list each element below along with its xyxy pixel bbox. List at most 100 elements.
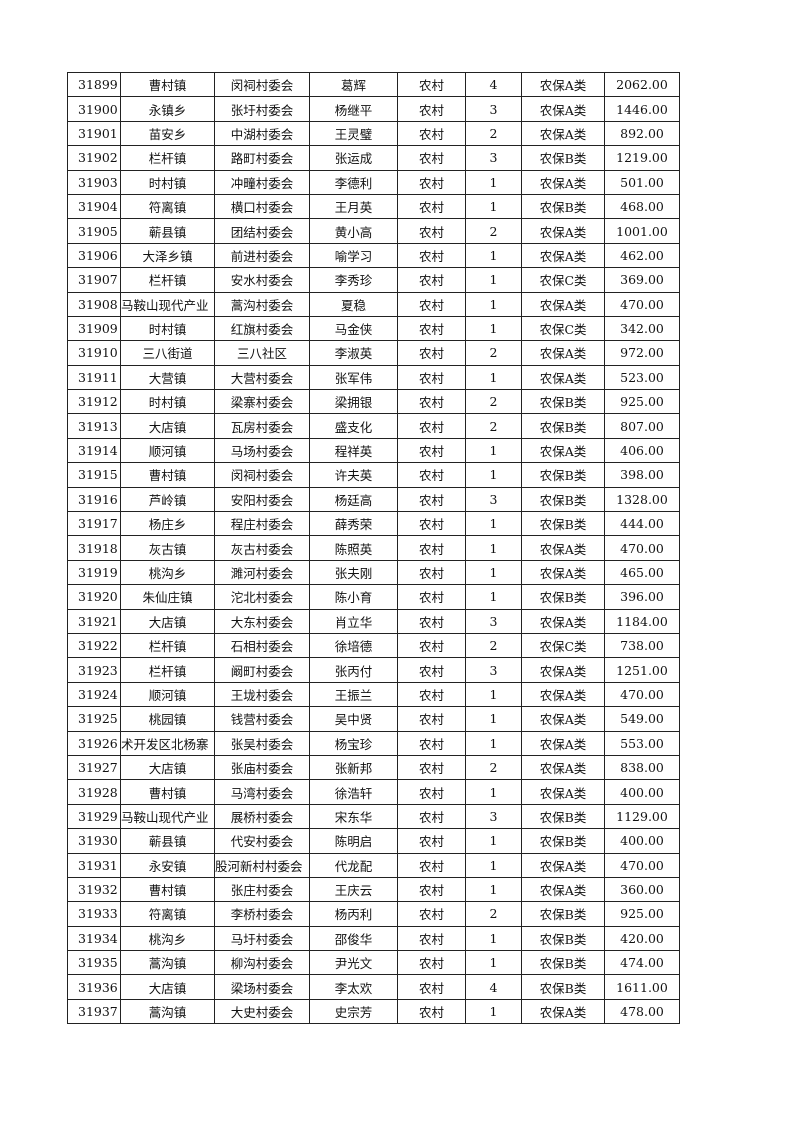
- cell-insurance-category: 农保A类: [521, 364, 605, 391]
- table-row: 31924 顺河镇 王垅村委会 王振兰 农村 1 农保A类 470.00: [67, 681, 680, 708]
- cell-amount: 420.00: [604, 925, 680, 952]
- cell-record-id: 31908: [67, 291, 121, 317]
- village-committee-text: 濉河村委会: [230, 566, 294, 581]
- cell-insurance-category: 农保A类: [521, 218, 605, 244]
- amount-text: 400.00: [620, 784, 664, 800]
- cell-household-count: 1: [465, 925, 522, 952]
- area-type-text: 农村: [418, 883, 444, 899]
- cell-town: 符离镇: [120, 901, 215, 927]
- cell-record-id: 31924: [67, 681, 121, 708]
- record-id-text: 31930: [78, 833, 118, 849]
- cell-village-committee: 闵祠村委会: [214, 71, 310, 98]
- cell-household-count: 1: [465, 876, 522, 903]
- table-row: 31904 符离镇 横口村委会 王月英 农村 1 农保B类 468.00: [67, 193, 680, 220]
- village-committee-text: 横口村委会: [230, 200, 294, 216]
- household-count-text: 1: [489, 1004, 498, 1020]
- area-type-text: 农村: [418, 809, 444, 825]
- cell-village-committee: 前进村委会: [214, 242, 310, 269]
- person-name-text: 张夫刚: [334, 566, 373, 581]
- cell-amount: 807.00: [604, 413, 680, 439]
- record-id-text: 31899: [78, 77, 118, 93]
- cell-record-id: 31935: [67, 950, 121, 976]
- records-table-body: 31899 曹村镇 闵祠村委会 葛辉 农村 4 农保A类 2062.00 31900 永镇乡 张圩村…: [67, 71, 680, 1025]
- person-name-text: 许夫英: [334, 468, 373, 484]
- cell-household-count: 2: [465, 413, 522, 439]
- cell-area-type: 农村: [397, 364, 466, 391]
- cell-insurance-category: 农保A类: [521, 535, 605, 561]
- cell-area-type: 农村: [397, 828, 466, 854]
- cell-area-type: 农村: [397, 901, 466, 927]
- cell-village-committee: 红旗村委会: [214, 315, 310, 342]
- person-name-text: 吴中贤: [334, 712, 373, 728]
- cell-village-committee: 柳沟村委会: [214, 950, 310, 976]
- cell-town: 顺河镇: [120, 437, 215, 464]
- cell-household-count: 2: [465, 389, 522, 415]
- town-text: 曹村镇: [148, 883, 187, 899]
- cell-insurance-category: 农保A类: [521, 242, 605, 269]
- cell-person-name: 徐浩轩: [309, 779, 398, 805]
- area-type-text: 农村: [418, 956, 444, 972]
- cell-household-count: 1: [465, 462, 522, 488]
- person-name-text: 夏稳: [340, 297, 366, 313]
- town-text: 大泽乡镇: [142, 248, 193, 264]
- amount-text: 553.00: [620, 735, 664, 751]
- amount-text: 470.00: [620, 857, 664, 873]
- insurance-category-text: 农保A类: [539, 102, 587, 118]
- person-name-text: 黄小高: [334, 224, 373, 240]
- amount-text: 2062.00: [616, 77, 668, 93]
- cell-town: 时村镇: [120, 315, 215, 342]
- area-type-text: 农村: [418, 273, 444, 289]
- cell-insurance-category: 农保B类: [521, 145, 605, 171]
- cell-insurance-category: 农保B类: [521, 462, 605, 488]
- household-count-text: 1: [489, 369, 498, 385]
- cell-town: 栏杆镇: [120, 632, 215, 659]
- record-id-text: 31937: [78, 1004, 118, 1020]
- record-id-text: 31929: [78, 808, 118, 824]
- amount-text: 342.00: [620, 321, 664, 337]
- insurance-category-text: 农保B类: [539, 834, 587, 850]
- town-text: 蕲县镇: [148, 224, 187, 240]
- cell-amount: 553.00: [604, 730, 680, 756]
- cell-household-count: 4: [465, 71, 522, 98]
- cell-town: 大店镇: [120, 754, 215, 781]
- amount-text: 549.00: [620, 711, 664, 727]
- area-type-text: 农村: [418, 907, 444, 923]
- record-id-text: 31928: [78, 784, 118, 800]
- cell-town: 桃园镇: [120, 706, 215, 732]
- cell-village-committee: 钱营村委会: [214, 706, 310, 732]
- table-row: 31900 永镇乡 张圩村委会 杨继平 农村 3 农保A类 1446.00: [67, 96, 680, 122]
- cell-record-id: 31915: [67, 462, 121, 488]
- area-type-text: 农村: [418, 858, 444, 874]
- table-row: 31929 马鞍山现代产业 展桥村委会 宋东华 农村 3 农保B类 1129.00: [67, 803, 680, 830]
- cell-area-type: 农村: [397, 974, 466, 1000]
- cell-household-count: 2: [465, 632, 522, 659]
- cell-person-name: 代龙配: [309, 852, 398, 878]
- cell-insurance-category: 农保A类: [521, 169, 605, 195]
- town-text: 大店镇: [148, 761, 187, 777]
- household-count-text: 2: [489, 125, 498, 141]
- record-id-text: 31916: [78, 491, 118, 507]
- table-row: 31933 符离镇 李桥村委会 杨丙利 农村 2 农保B类 925.00: [67, 901, 680, 927]
- cell-insurance-category: 农保A类: [521, 852, 605, 878]
- cell-area-type: 农村: [397, 681, 466, 708]
- cell-area-type: 农村: [397, 462, 466, 488]
- person-name-text: 王灵璧: [334, 126, 373, 142]
- town-text: 蒿沟镇: [148, 1005, 187, 1021]
- cell-person-name: 喻学习: [309, 242, 398, 269]
- cell-person-name: 黄小高: [309, 218, 398, 244]
- record-id-text: 31911: [78, 369, 118, 385]
- cell-household-count: 3: [465, 657, 522, 683]
- town-text: 芦岭镇: [148, 492, 187, 508]
- insurance-category-text: 农保B类: [539, 492, 587, 508]
- cell-household-count: 1: [465, 706, 522, 732]
- insurance-category-text: 农保C类: [539, 322, 587, 338]
- cell-insurance-category: 农保A类: [521, 706, 605, 732]
- cell-household-count: 3: [465, 96, 522, 122]
- cell-amount: 400.00: [604, 828, 680, 854]
- cell-amount: 838.00: [604, 754, 680, 781]
- cell-insurance-category: 农保B类: [521, 803, 605, 830]
- cell-household-count: 4: [465, 974, 522, 1000]
- village-committee-text: 团结村委会: [230, 224, 294, 240]
- cell-person-name: 张军伟: [309, 364, 398, 391]
- cell-person-name: 杨廷高: [309, 486, 398, 513]
